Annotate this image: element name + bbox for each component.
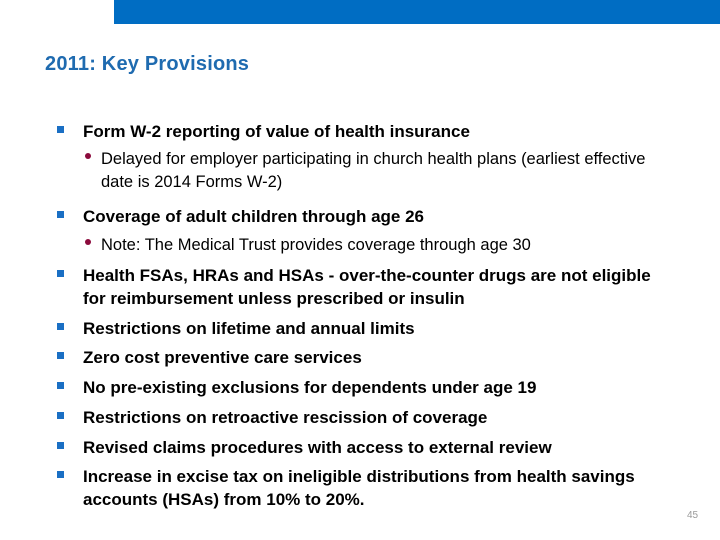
- provision-text: Restrictions on lifetime and annual limi…: [83, 319, 415, 338]
- provision-subitem-medical-trust-note: Note: The Medical Trust provides coverag…: [85, 234, 681, 257]
- provision-subtext: Note: The Medical Trust provides coverag…: [101, 236, 531, 254]
- square-bullet-icon: [57, 352, 64, 359]
- provision-item-preventive-care: Zero cost preventive care services: [57, 346, 673, 369]
- provision-subtext: Delayed for employer participating in ch…: [101, 150, 646, 191]
- square-bullet-icon: [57, 323, 64, 330]
- square-bullet-icon: [57, 211, 64, 218]
- square-bullet-icon: [57, 382, 64, 389]
- provision-item-excise-tax: Increase in excise tax on ineligible dis…: [57, 465, 658, 511]
- square-bullet-icon: [57, 442, 64, 449]
- provision-item-pre-existing: No pre-existing exclusions for dependent…: [57, 376, 673, 399]
- provision-item-rescission: Restrictions on retroactive rescission o…: [57, 406, 673, 429]
- square-bullet-icon: [57, 270, 64, 277]
- header-bar: [114, 0, 720, 24]
- provision-item-fsa-hra-hsa: Health FSAs, HRAs and HSAs - over-the-co…: [57, 264, 663, 310]
- square-bullet-icon: [57, 126, 64, 133]
- provision-item-adult-children: Coverage of adult children through age 2…: [57, 205, 673, 228]
- provision-text: Coverage of adult children through age 2…: [83, 207, 424, 226]
- provision-item-w2: Form W-2 reporting of value of health in…: [57, 120, 673, 143]
- provision-text: Restrictions on retroactive rescission o…: [83, 408, 488, 427]
- provision-text: Form W-2 reporting of value of health in…: [83, 122, 470, 141]
- provision-item-claims-procedures: Revised claims procedures with access to…: [57, 436, 673, 459]
- provision-subitem-church-plans: Delayed for employer participating in ch…: [85, 148, 681, 194]
- page-number: 45: [687, 510, 699, 521]
- square-bullet-icon: [57, 412, 64, 419]
- square-bullet-icon: [57, 471, 64, 478]
- provision-text: Zero cost preventive care services: [83, 348, 362, 367]
- provision-text: Revised claims procedures with access to…: [83, 438, 552, 457]
- provision-text: Increase in excise tax on ineligible dis…: [83, 467, 635, 509]
- dot-bullet-icon: [85, 153, 91, 159]
- provision-text: Health FSAs, HRAs and HSAs - over-the-co…: [83, 266, 651, 308]
- dot-bullet-icon: [85, 239, 91, 245]
- provision-item-lifetime-limits: Restrictions on lifetime and annual limi…: [57, 317, 673, 340]
- provision-text: No pre-existing exclusions for dependent…: [83, 378, 537, 397]
- slide-title: 2011: Key Provisions: [45, 53, 250, 75]
